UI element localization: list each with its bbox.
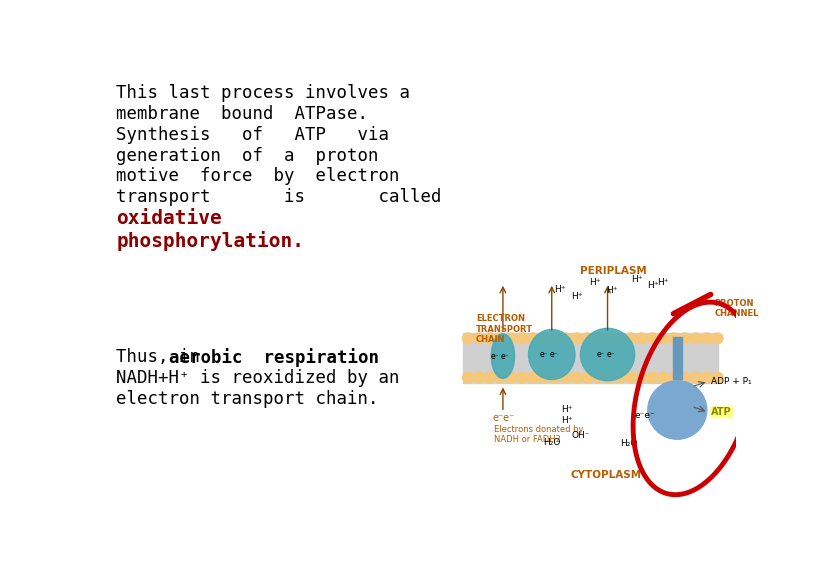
Text: H⁺: H⁺ — [561, 404, 573, 413]
Text: ELECTRON
TRANSPORT
CHAIN: ELECTRON TRANSPORT CHAIN — [476, 314, 533, 344]
Circle shape — [712, 333, 723, 344]
Text: ADP + P₁: ADP + P₁ — [712, 377, 752, 386]
Text: generation  of  a  proton: generation of a proton — [116, 146, 379, 164]
Circle shape — [669, 373, 680, 383]
Circle shape — [604, 373, 614, 383]
Text: PERIPLASM: PERIPLASM — [581, 266, 647, 277]
Text: e⁻e⁻: e⁻e⁻ — [492, 413, 515, 422]
Circle shape — [550, 333, 560, 344]
Text: CYTOPLASM: CYTOPLASM — [570, 471, 641, 480]
Text: phosphorylation.: phosphorylation. — [116, 231, 304, 251]
Circle shape — [701, 373, 712, 383]
Circle shape — [571, 373, 582, 383]
Circle shape — [701, 333, 712, 344]
Text: aerobic  respiration: aerobic respiration — [169, 348, 379, 367]
Circle shape — [506, 333, 517, 344]
Text: H⁺: H⁺ — [606, 286, 618, 295]
Text: H⁺: H⁺ — [658, 278, 669, 287]
Ellipse shape — [581, 328, 635, 381]
Text: H⁺: H⁺ — [589, 278, 600, 287]
Circle shape — [560, 373, 571, 383]
Text: H⁺: H⁺ — [554, 284, 565, 293]
Text: membrane  bound  ATPase.: membrane bound ATPase. — [116, 105, 368, 123]
Circle shape — [604, 333, 614, 344]
Circle shape — [506, 373, 517, 383]
Circle shape — [571, 333, 582, 344]
Text: e⁻: e⁻ — [491, 352, 500, 361]
Circle shape — [680, 333, 690, 344]
Circle shape — [582, 333, 593, 344]
Circle shape — [463, 333, 474, 344]
Circle shape — [550, 373, 560, 383]
Text: NADH+H⁺ is reoxidized by an: NADH+H⁺ is reoxidized by an — [116, 369, 400, 387]
Text: H⁺: H⁺ — [631, 274, 643, 283]
Text: e⁻e⁻: e⁻e⁻ — [635, 411, 655, 420]
Circle shape — [680, 373, 690, 383]
Circle shape — [517, 333, 528, 344]
Circle shape — [474, 373, 484, 383]
Circle shape — [647, 373, 658, 383]
Circle shape — [690, 333, 701, 344]
Circle shape — [626, 373, 636, 383]
Ellipse shape — [492, 334, 515, 379]
Circle shape — [528, 333, 538, 344]
Text: motive  force  by  electron: motive force by electron — [116, 167, 400, 186]
Circle shape — [669, 333, 680, 344]
Text: e⁻: e⁻ — [540, 350, 548, 359]
Text: oxidative: oxidative — [116, 209, 222, 228]
Circle shape — [538, 333, 550, 344]
Text: e⁻: e⁻ — [550, 350, 559, 359]
Circle shape — [495, 333, 506, 344]
Circle shape — [658, 333, 669, 344]
Bar — [672, 337, 682, 379]
Text: H⁺: H⁺ — [571, 292, 582, 301]
Circle shape — [474, 333, 484, 344]
Circle shape — [614, 333, 626, 344]
Circle shape — [636, 373, 647, 383]
Text: H₂O: H₂O — [621, 439, 638, 448]
Text: electron transport chain.: electron transport chain. — [116, 390, 379, 408]
Circle shape — [463, 373, 474, 383]
Text: e⁻: e⁻ — [501, 352, 510, 361]
Circle shape — [484, 333, 495, 344]
Text: PROTON
CHANNEL: PROTON CHANNEL — [714, 298, 759, 318]
Circle shape — [484, 373, 495, 383]
Text: H⁺: H⁺ — [561, 416, 573, 425]
Bar — [463, 333, 718, 383]
Circle shape — [528, 373, 538, 383]
Circle shape — [614, 373, 626, 383]
Circle shape — [648, 381, 707, 439]
Text: Thus, in: Thus, in — [116, 348, 211, 366]
Text: ATP: ATP — [712, 407, 732, 417]
Text: Synthesis   of   ATP   via: Synthesis of ATP via — [116, 126, 389, 144]
Circle shape — [647, 333, 658, 344]
Text: Electrons donated by
NADH or FADH2: Electrons donated by NADH or FADH2 — [493, 425, 583, 444]
Text: e⁻: e⁻ — [596, 350, 605, 359]
Circle shape — [636, 333, 647, 344]
Text: OH⁻: OH⁻ — [572, 431, 591, 440]
Circle shape — [593, 373, 604, 383]
Text: H₂O: H₂O — [543, 438, 560, 447]
Circle shape — [582, 373, 593, 383]
Circle shape — [517, 373, 528, 383]
Circle shape — [495, 373, 506, 383]
Ellipse shape — [528, 329, 575, 380]
Text: H⁺: H⁺ — [647, 282, 658, 291]
Circle shape — [658, 373, 669, 383]
Circle shape — [712, 373, 723, 383]
Circle shape — [626, 333, 636, 344]
Circle shape — [593, 333, 604, 344]
Circle shape — [690, 373, 701, 383]
Text: e⁻: e⁻ — [606, 350, 615, 359]
Circle shape — [538, 373, 550, 383]
Circle shape — [560, 333, 571, 344]
Text: This last process involves a: This last process involves a — [116, 84, 410, 102]
Text: transport       is       called: transport is called — [116, 188, 442, 206]
